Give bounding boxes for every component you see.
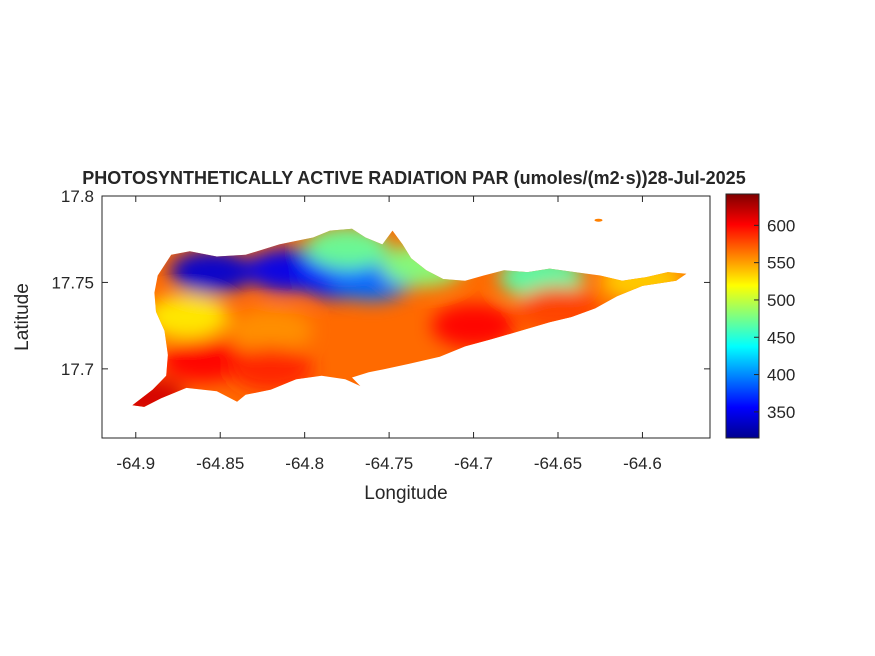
x-tick-label: -64.65 bbox=[534, 454, 582, 473]
par-region-12 bbox=[431, 303, 516, 348]
x-tick-label: -64.75 bbox=[365, 454, 413, 473]
x-tick-label: -64.8 bbox=[285, 454, 324, 473]
x-tick-label: -64.85 bbox=[196, 454, 244, 473]
colorbar bbox=[725, 193, 760, 439]
x-axis-label: Longitude bbox=[364, 483, 447, 504]
y-tick-label: 17.7 bbox=[61, 360, 94, 379]
colorbar-tick-label: 350 bbox=[767, 403, 795, 422]
colorbar-tick-label: 550 bbox=[767, 254, 795, 273]
y-tick-label: 17.8 bbox=[61, 187, 94, 206]
par-region-8 bbox=[144, 295, 229, 339]
y-tick-label: 17.75 bbox=[51, 273, 94, 292]
par-region-14 bbox=[132, 376, 187, 407]
colorbar-tick-label: 600 bbox=[767, 216, 795, 235]
par-region-10 bbox=[161, 338, 246, 383]
x-tick-label: -64.6 bbox=[623, 454, 662, 473]
par-region-9 bbox=[228, 308, 313, 353]
colorbar-tick-label: 450 bbox=[767, 328, 795, 347]
y-axis-label: Latitude bbox=[12, 283, 33, 351]
colorbar-tick-label: 500 bbox=[767, 291, 795, 310]
x-tick-label: -64.9 bbox=[116, 454, 155, 473]
x-tick-label: -64.7 bbox=[454, 454, 493, 473]
islet bbox=[594, 218, 603, 222]
par-region-11 bbox=[228, 346, 313, 391]
chart-title: PHOTOSYNTHETICALLY ACTIVE RADIATION PAR … bbox=[82, 168, 745, 188]
par-region-0 bbox=[169, 250, 254, 295]
colorbar-tick-label: 400 bbox=[767, 366, 795, 385]
